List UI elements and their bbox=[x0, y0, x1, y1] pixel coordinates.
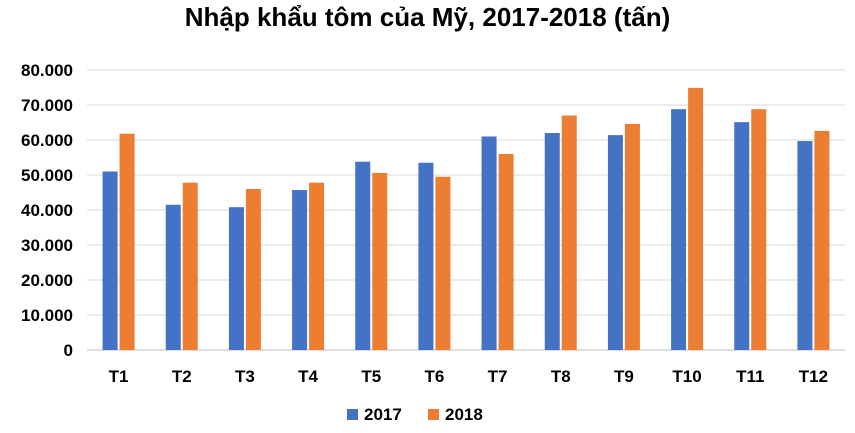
bar-2017-T8 bbox=[544, 133, 560, 350]
legend-label: 2018 bbox=[445, 405, 483, 424]
y-tick-label: 70.000 bbox=[21, 96, 73, 115]
x-tick-label: T3 bbox=[235, 367, 255, 386]
y-tick-label: 60.000 bbox=[21, 131, 73, 150]
bar-2018-T7 bbox=[498, 154, 514, 350]
bar-2017-T3 bbox=[228, 207, 244, 350]
x-tick-label: T6 bbox=[424, 367, 444, 386]
y-tick-label: 40.000 bbox=[21, 201, 73, 220]
bar-2018-T2 bbox=[182, 182, 198, 350]
y-tick-label: 30.000 bbox=[21, 236, 73, 255]
chart-title: Nhập khẩu tôm của Mỹ, 2017-2018 (tấn) bbox=[184, 2, 671, 32]
x-tick-label: T1 bbox=[109, 367, 129, 386]
x-tick-label: T9 bbox=[614, 367, 634, 386]
bar-2017-T11 bbox=[734, 122, 750, 351]
bar-2017-T12 bbox=[797, 141, 813, 350]
y-tick-label: 50.000 bbox=[21, 166, 73, 185]
legend-swatch-2018 bbox=[428, 409, 439, 420]
x-tick-label: T4 bbox=[298, 367, 318, 386]
x-tick-label: T12 bbox=[799, 367, 828, 386]
bar-2018-T9 bbox=[624, 123, 640, 351]
bar-2017-T10 bbox=[671, 109, 687, 350]
bar-2017-T2 bbox=[165, 204, 181, 350]
y-tick-label: 20.000 bbox=[21, 271, 73, 290]
bar-2018-T1 bbox=[119, 133, 135, 350]
bar-2017-T4 bbox=[292, 190, 308, 350]
legend-label: 2017 bbox=[364, 405, 402, 424]
legend-swatch-2017 bbox=[347, 409, 358, 420]
y-tick-label: 0 bbox=[64, 341, 73, 360]
bar-2017-T9 bbox=[607, 135, 623, 350]
x-tick-label: T8 bbox=[551, 367, 571, 386]
x-tick-label: T7 bbox=[488, 367, 508, 386]
bar-2018-T12 bbox=[814, 130, 830, 350]
y-tick-label: 80.000 bbox=[21, 61, 73, 80]
x-tick-label: T11 bbox=[736, 367, 764, 386]
bar-2017-T6 bbox=[418, 162, 434, 350]
bar-2017-T7 bbox=[481, 136, 497, 350]
x-tick-label: T10 bbox=[672, 367, 701, 386]
bar-2017-T5 bbox=[355, 161, 371, 350]
bar-2018-T5 bbox=[372, 172, 388, 350]
x-tick-label: T5 bbox=[361, 367, 381, 386]
bar-2017-T1 bbox=[102, 171, 118, 350]
bar-2018-T6 bbox=[435, 176, 451, 350]
bar-2018-T11 bbox=[751, 109, 767, 350]
bar-2018-T3 bbox=[245, 189, 261, 350]
bar-2018-T10 bbox=[688, 87, 704, 350]
bar-2018-T8 bbox=[561, 115, 577, 350]
bar-2018-T4 bbox=[309, 182, 325, 350]
x-tick-label: T2 bbox=[172, 367, 192, 386]
y-tick-label: 10.000 bbox=[21, 306, 73, 325]
